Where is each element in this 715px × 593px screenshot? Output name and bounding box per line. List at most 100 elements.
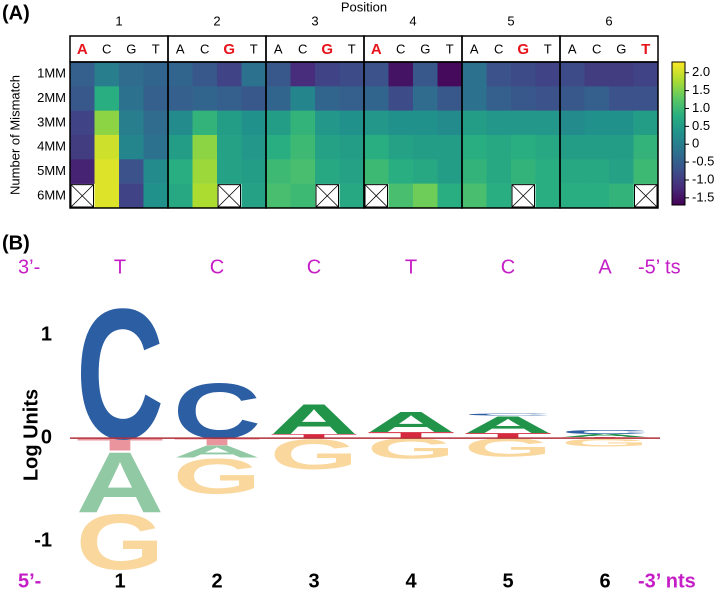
cell — [94, 159, 120, 184]
cell — [560, 86, 585, 111]
cell — [70, 86, 95, 111]
y-tick-label: 1 — [41, 323, 52, 345]
position-label: 4 — [409, 13, 416, 28]
cell — [168, 62, 193, 87]
cell — [143, 110, 169, 136]
cell — [486, 134, 512, 160]
cell — [486, 110, 512, 136]
logo-letter: A — [173, 442, 261, 461]
cell — [94, 110, 120, 136]
position-label: 6 — [605, 13, 612, 28]
cell — [413, 110, 438, 136]
y-axis-title: Log Units — [20, 389, 42, 481]
colorbar-tick-label: -0.5 — [692, 154, 714, 169]
base-label: C — [592, 41, 601, 56]
group-box — [559, 61, 659, 209]
cell — [192, 86, 218, 111]
base-label: C — [102, 41, 111, 56]
cell — [388, 134, 414, 160]
base-label: C — [396, 41, 405, 56]
base-label: C — [494, 41, 503, 56]
cell — [339, 183, 365, 209]
cell — [584, 86, 610, 111]
base-label: A — [176, 41, 185, 56]
cell — [70, 62, 95, 87]
colorbar-tick-label: -1.5 — [692, 189, 714, 204]
cell — [462, 183, 487, 209]
cell — [560, 183, 585, 209]
cell — [241, 134, 267, 160]
cell — [266, 134, 291, 160]
cell — [462, 110, 487, 136]
cell — [168, 134, 193, 160]
cell — [511, 110, 536, 136]
cell — [290, 62, 316, 87]
cell — [609, 134, 634, 160]
cell — [364, 134, 389, 160]
logo-letter: T — [270, 433, 358, 439]
base-label: A — [77, 41, 88, 58]
base-label: T — [641, 41, 650, 58]
cell — [388, 183, 414, 209]
cell — [143, 86, 169, 111]
cell — [633, 134, 659, 160]
logo-letter: T — [76, 435, 164, 454]
logo-letter: C — [76, 270, 164, 478]
cell — [143, 134, 169, 160]
cell — [633, 110, 659, 136]
cell — [217, 110, 242, 136]
cell — [486, 159, 512, 184]
cell — [437, 183, 463, 209]
colorbar — [671, 61, 686, 206]
cell — [535, 62, 561, 87]
cell — [217, 159, 242, 184]
position-number: 4 — [405, 570, 417, 592]
cell — [339, 110, 365, 136]
cell — [94, 62, 120, 87]
base-label: A — [371, 41, 382, 58]
cell — [388, 110, 414, 136]
cell — [413, 183, 438, 209]
cell — [609, 110, 634, 136]
cell — [560, 62, 585, 87]
cell — [168, 159, 193, 184]
cross — [634, 184, 658, 208]
panel-label: (A) — [2, 2, 30, 24]
strand-end: 5’- — [18, 570, 41, 592]
cell — [241, 86, 267, 111]
cell — [609, 159, 634, 184]
cell — [241, 62, 267, 87]
cell — [511, 86, 536, 111]
cell — [119, 183, 144, 209]
cell — [437, 86, 463, 111]
cell — [192, 159, 218, 184]
cell — [339, 62, 365, 87]
cell — [486, 62, 512, 87]
cell — [486, 183, 512, 209]
cell — [535, 183, 561, 209]
cell — [437, 62, 463, 87]
position-label: 2 — [213, 13, 220, 28]
cross — [217, 184, 241, 208]
position-number: 3 — [308, 570, 319, 592]
cell — [535, 86, 561, 111]
x-axis-title: Position — [341, 0, 387, 14]
cell — [462, 62, 487, 87]
cell — [584, 159, 610, 184]
logo-letter: T — [173, 436, 261, 447]
base-label: G — [517, 41, 529, 58]
cell — [609, 86, 634, 111]
top-base: T — [405, 256, 417, 278]
colorbar-tick-label: 0 — [692, 136, 699, 151]
base-label: G — [223, 41, 235, 58]
logo-letter: T — [367, 430, 455, 440]
base-label: C — [200, 41, 209, 56]
colorbar-tick-label: -1.0 — [692, 171, 714, 186]
logo-letter: A — [270, 395, 358, 443]
position-number: 1 — [114, 570, 125, 592]
cross — [315, 184, 339, 208]
cell — [290, 159, 316, 184]
cell — [143, 183, 169, 209]
colorbar-tick-label: 0.5 — [692, 118, 710, 133]
cell — [266, 110, 291, 136]
